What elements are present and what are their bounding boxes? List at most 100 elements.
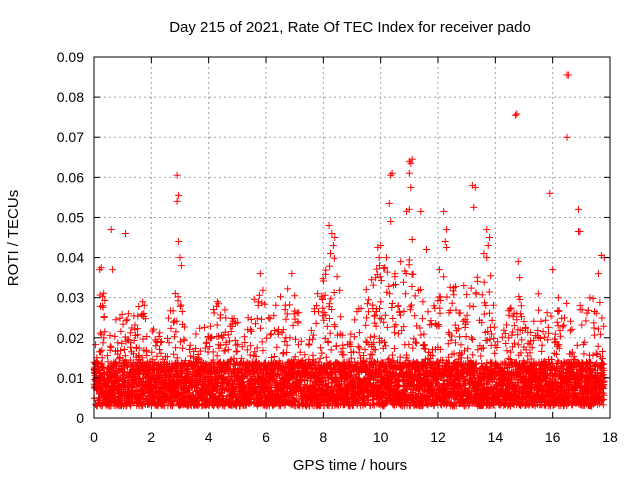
roti-point <box>420 330 428 338</box>
roti-point <box>400 278 407 286</box>
roti-point <box>297 337 305 345</box>
roti-point <box>372 322 380 330</box>
roti-point <box>282 315 290 323</box>
roti-point <box>210 306 218 313</box>
roti-point <box>323 322 331 330</box>
roti-point <box>354 343 362 351</box>
roti-point <box>367 333 375 341</box>
roti-point <box>474 277 482 285</box>
roti-point <box>332 342 340 350</box>
roti-point <box>131 321 139 329</box>
roti-point <box>101 328 109 336</box>
roti-point <box>213 321 221 329</box>
roti-point <box>322 353 330 361</box>
roti-point <box>274 330 282 338</box>
roti-point <box>400 307 408 315</box>
roti-point <box>206 343 214 350</box>
roti-point <box>221 306 229 314</box>
roti-point <box>180 337 188 345</box>
roti-point <box>419 298 427 306</box>
roti-point <box>448 299 456 307</box>
roti-point <box>106 342 114 350</box>
roti-point <box>312 319 320 327</box>
roti-point <box>98 346 106 354</box>
roti-point <box>167 324 175 332</box>
roti-point <box>309 335 317 343</box>
roti-point <box>163 353 171 361</box>
roti-point <box>356 344 364 352</box>
roti-point <box>391 323 398 331</box>
roti-point <box>224 346 232 354</box>
roti-point <box>217 341 224 349</box>
roti-point <box>112 316 120 324</box>
roti-point <box>485 288 493 296</box>
roti-point <box>221 346 229 354</box>
roti-point <box>286 334 294 342</box>
roti-point <box>139 335 147 343</box>
roti-point <box>462 333 470 340</box>
roti-point <box>92 341 100 349</box>
roti-point <box>327 346 335 354</box>
roti-point <box>201 323 208 331</box>
roti-point <box>135 369 143 377</box>
roti-point <box>194 354 202 362</box>
roti-point <box>222 341 230 349</box>
roti-point <box>179 344 187 352</box>
roti-point <box>114 339 122 347</box>
roti-point <box>233 347 241 355</box>
roti-point <box>363 314 371 322</box>
roti-point <box>405 340 413 348</box>
roti-point <box>243 372 251 380</box>
roti-point <box>246 351 254 359</box>
roti-point <box>248 327 256 335</box>
roti-point <box>365 296 373 304</box>
roti-point <box>243 346 251 354</box>
roti-point <box>258 299 266 307</box>
roti-point <box>120 346 128 353</box>
roti-point <box>316 354 324 362</box>
roti-point <box>198 359 206 367</box>
roti-point <box>371 346 379 354</box>
roti-point <box>203 339 211 347</box>
roti-point <box>176 378 184 386</box>
roti-point <box>467 284 475 292</box>
roti-point <box>326 262 334 270</box>
roti-point <box>451 321 459 329</box>
roti-point <box>304 400 312 408</box>
roti-point <box>186 341 194 349</box>
roti-point <box>190 353 198 361</box>
roti-point <box>480 310 488 318</box>
roti-point <box>477 352 485 360</box>
roti-point <box>279 350 287 358</box>
roti-point <box>196 347 204 355</box>
roti-point <box>197 374 205 382</box>
roti-point <box>284 285 292 293</box>
roti-point <box>116 314 124 322</box>
roti-point <box>140 301 148 309</box>
roti-point <box>436 309 444 317</box>
roti-point <box>230 315 238 323</box>
roti-point <box>295 309 303 317</box>
roti-point <box>472 290 480 298</box>
roti-point <box>265 314 273 322</box>
roti-point <box>244 314 252 322</box>
roti-point <box>315 308 322 316</box>
roti-point <box>207 334 215 342</box>
roti-point <box>227 328 235 335</box>
roti-point <box>117 327 125 335</box>
roti-point <box>156 329 164 337</box>
roti-point <box>224 331 232 339</box>
roti-point <box>241 339 249 346</box>
roti-point <box>443 293 451 301</box>
roti-point <box>409 270 417 278</box>
roti-point <box>283 310 291 318</box>
roti-point <box>362 321 370 329</box>
roti-point <box>292 335 299 343</box>
roti-point <box>257 324 264 332</box>
roti-point <box>157 349 165 357</box>
roti-point <box>209 348 217 356</box>
roti-point <box>466 302 474 310</box>
roti-point <box>127 329 135 337</box>
roti-point <box>286 301 294 309</box>
roti-point <box>172 328 180 336</box>
